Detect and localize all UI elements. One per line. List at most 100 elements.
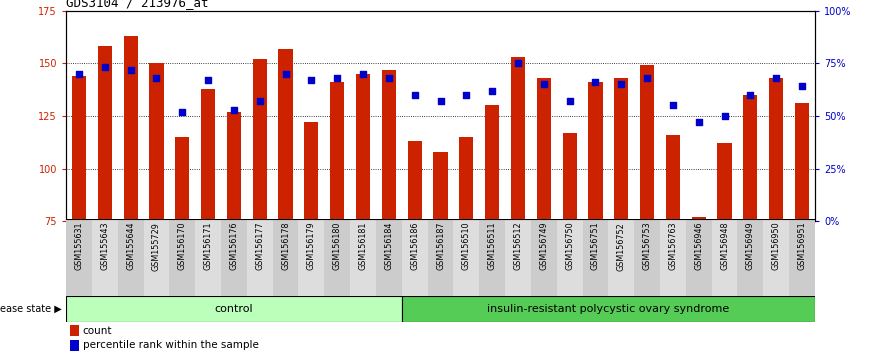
Bar — [614, 78, 628, 221]
Bar — [175, 137, 189, 221]
Bar — [144, 219, 169, 296]
Bar — [201, 88, 215, 221]
Point — [381, 75, 396, 81]
Bar — [666, 135, 680, 221]
Bar — [557, 219, 582, 296]
Text: GSM156510: GSM156510 — [462, 222, 470, 270]
Bar — [272, 219, 299, 296]
Text: GSM156512: GSM156512 — [514, 222, 522, 270]
Text: GSM156170: GSM156170 — [178, 222, 187, 270]
Bar — [408, 141, 422, 221]
Bar — [660, 219, 685, 296]
Bar — [66, 219, 92, 296]
Point — [253, 98, 267, 104]
Point — [744, 92, 758, 98]
Text: GSM155643: GSM155643 — [100, 222, 109, 270]
Bar — [744, 95, 758, 221]
Bar — [634, 219, 660, 296]
Bar — [712, 219, 737, 296]
Bar — [427, 219, 454, 296]
Bar — [150, 63, 164, 221]
Bar — [70, 325, 78, 336]
Point — [278, 71, 292, 76]
Point — [72, 71, 86, 76]
Text: insulin-resistant polycystic ovary syndrome: insulin-resistant polycystic ovary syndr… — [487, 304, 729, 314]
Bar — [402, 219, 427, 296]
Point — [537, 81, 551, 87]
Point — [201, 77, 215, 83]
Bar — [479, 219, 505, 296]
Bar — [196, 219, 221, 296]
Bar — [485, 105, 500, 221]
Bar — [98, 46, 112, 221]
Text: GSM155631: GSM155631 — [75, 222, 84, 270]
Bar — [531, 219, 557, 296]
Point — [511, 61, 525, 66]
Text: GSM156749: GSM156749 — [539, 222, 548, 270]
Text: GSM155644: GSM155644 — [126, 222, 135, 270]
Text: count: count — [83, 326, 112, 336]
Point — [433, 98, 448, 104]
Point — [795, 84, 809, 89]
Point — [614, 81, 628, 87]
Bar — [402, 296, 815, 322]
Text: GSM156179: GSM156179 — [307, 222, 316, 270]
Text: GSM156177: GSM156177 — [255, 222, 264, 270]
Point — [330, 75, 344, 81]
Point — [717, 113, 731, 119]
Bar — [350, 219, 376, 296]
Text: GSM156752: GSM156752 — [617, 222, 626, 270]
Bar — [505, 219, 531, 296]
Point — [175, 109, 189, 115]
Bar — [589, 82, 603, 221]
Bar — [118, 219, 144, 296]
Bar — [640, 65, 655, 221]
Bar — [92, 219, 118, 296]
Text: GSM156950: GSM156950 — [772, 222, 781, 270]
Point — [98, 65, 112, 70]
Bar — [789, 219, 815, 296]
Point — [227, 107, 241, 113]
Text: GSM156948: GSM156948 — [720, 222, 729, 270]
Bar — [247, 219, 272, 296]
Text: GSM156184: GSM156184 — [384, 222, 393, 270]
Bar — [356, 74, 370, 221]
Text: GSM156949: GSM156949 — [746, 222, 755, 270]
Bar — [226, 112, 241, 221]
Bar — [221, 219, 247, 296]
Text: GSM156171: GSM156171 — [204, 222, 212, 270]
Text: GSM156751: GSM156751 — [591, 222, 600, 270]
Bar — [795, 103, 809, 221]
Point — [459, 92, 473, 98]
Bar — [324, 219, 350, 296]
Text: GDS3104 / 213976_at: GDS3104 / 213976_at — [66, 0, 209, 10]
Text: GSM156750: GSM156750 — [565, 222, 574, 270]
Bar — [299, 219, 324, 296]
Point — [769, 75, 783, 81]
Bar — [511, 57, 525, 221]
Bar — [169, 219, 196, 296]
Bar — [376, 219, 402, 296]
Text: GSM156946: GSM156946 — [694, 222, 703, 270]
Point — [640, 75, 654, 81]
Text: GSM156753: GSM156753 — [642, 222, 652, 270]
Text: GSM156181: GSM156181 — [359, 222, 367, 270]
Text: percentile rank within the sample: percentile rank within the sample — [83, 340, 258, 350]
Bar — [692, 217, 706, 221]
Bar — [454, 219, 479, 296]
Bar — [433, 152, 448, 221]
Text: GSM156187: GSM156187 — [436, 222, 445, 270]
Bar — [304, 122, 319, 221]
Point — [589, 79, 603, 85]
Bar — [769, 78, 783, 221]
Bar — [537, 78, 551, 221]
Bar — [562, 133, 577, 221]
Bar — [70, 340, 78, 351]
Text: GSM156176: GSM156176 — [229, 222, 239, 270]
Bar — [459, 137, 473, 221]
Bar — [685, 219, 712, 296]
Text: disease state ▶: disease state ▶ — [0, 304, 62, 314]
Bar — [763, 219, 789, 296]
Point — [356, 71, 370, 76]
Bar — [582, 219, 609, 296]
